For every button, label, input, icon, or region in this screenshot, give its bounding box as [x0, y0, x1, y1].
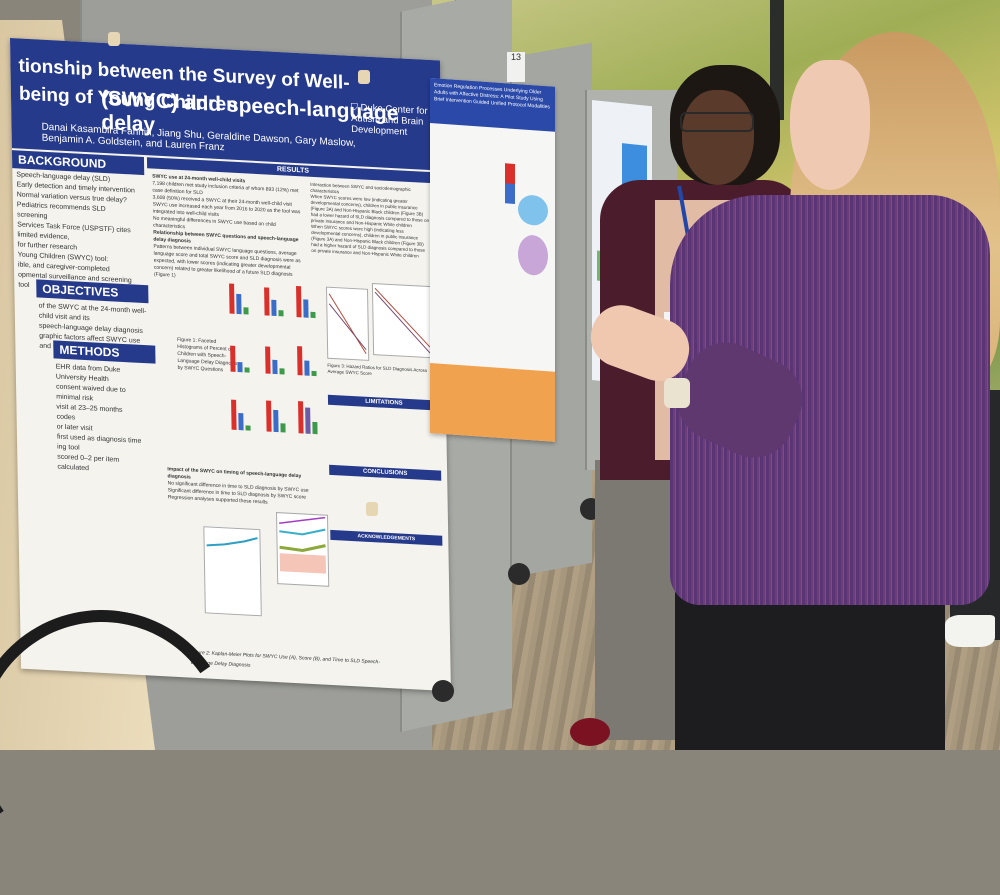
timing-text: Impact of the SWYC on timing of speech-l… — [167, 466, 309, 506]
partition-wheel — [432, 680, 454, 702]
histogram — [298, 401, 318, 435]
hazard-lines-svg — [328, 293, 367, 354]
hazard-ratio-plot-b — [371, 283, 434, 359]
section-conclusions-header: CONCLUSIONS — [329, 464, 442, 481]
results-text: SWYC use at 24-month well-child visits 7… — [152, 173, 301, 279]
histogram — [266, 399, 286, 433]
figure3-caption: Figure 3: Hazard Ratios for SLD Diagnosi… — [327, 362, 428, 377]
figure1-caption: Figure 1: Faceted Histograms of Percent … — [177, 336, 238, 374]
km-curve-svg — [206, 537, 258, 547]
person-presenter-face — [790, 60, 870, 190]
poster-pin — [366, 502, 378, 516]
methods-text: EHR data from Duke University Health con… — [55, 363, 142, 473]
smartwatch-icon — [664, 378, 690, 408]
red-shoe — [570, 718, 610, 746]
histogram — [296, 285, 316, 319]
kaplan-meier-plot-b — [275, 512, 330, 587]
eyeglasses — [680, 112, 754, 132]
histogram — [265, 341, 285, 375]
window-mullion — [770, 0, 784, 120]
second-research-poster: Emotion Regulation Processes Underlying … — [430, 78, 555, 442]
km-curve-svg — [279, 516, 327, 574]
figure2-caption: Figure 2: Kaplan-Meier Plots for SWYC Us… — [190, 649, 381, 669]
interaction-text: Interaction between SWYC and sociodemogr… — [310, 181, 430, 259]
duke-shield-icon: ⛉ — [350, 101, 361, 114]
duke-logo: ⛉ Duke Center for Autism and Brain Devel… — [350, 101, 428, 138]
booth-number-tag: 13 — [507, 52, 525, 82]
kaplan-meier-plot-a — [203, 526, 262, 617]
partition-wheel — [508, 563, 530, 585]
section-acknowledgements-header: ACKNOWLEDGEMENTS — [330, 529, 443, 546]
background-text: Speech-language delay (SLD) Early detect… — [16, 171, 135, 290]
histogram — [230, 340, 250, 373]
poster-pin — [108, 32, 120, 46]
main-research-poster: tionship between the Survey of Well-bein… — [10, 38, 451, 692]
person-presenter-pants — [675, 590, 945, 750]
second-poster-footer — [430, 363, 555, 442]
poster-pin — [358, 70, 370, 84]
section-limitations-header: LIMITATIONS — [327, 394, 441, 411]
poster-header: tionship between the Survey of Well-bein… — [10, 38, 442, 171]
second-poster-chart — [505, 163, 515, 204]
histogram — [229, 282, 249, 315]
second-poster-bubble — [518, 194, 548, 227]
second-poster-title: Emotion Regulation Processes Underlying … — [434, 82, 550, 111]
histogram — [231, 398, 251, 431]
histogram — [264, 283, 284, 317]
white-sneaker — [945, 615, 995, 647]
histogram — [297, 343, 317, 377]
second-poster-header: Emotion Regulation Processes Underlying … — [430, 78, 555, 132]
second-poster-bubble — [518, 234, 548, 277]
hazard-lines-svg — [374, 287, 431, 354]
hazard-ratio-plot-a — [326, 286, 370, 361]
person-listener-face — [682, 90, 754, 185]
